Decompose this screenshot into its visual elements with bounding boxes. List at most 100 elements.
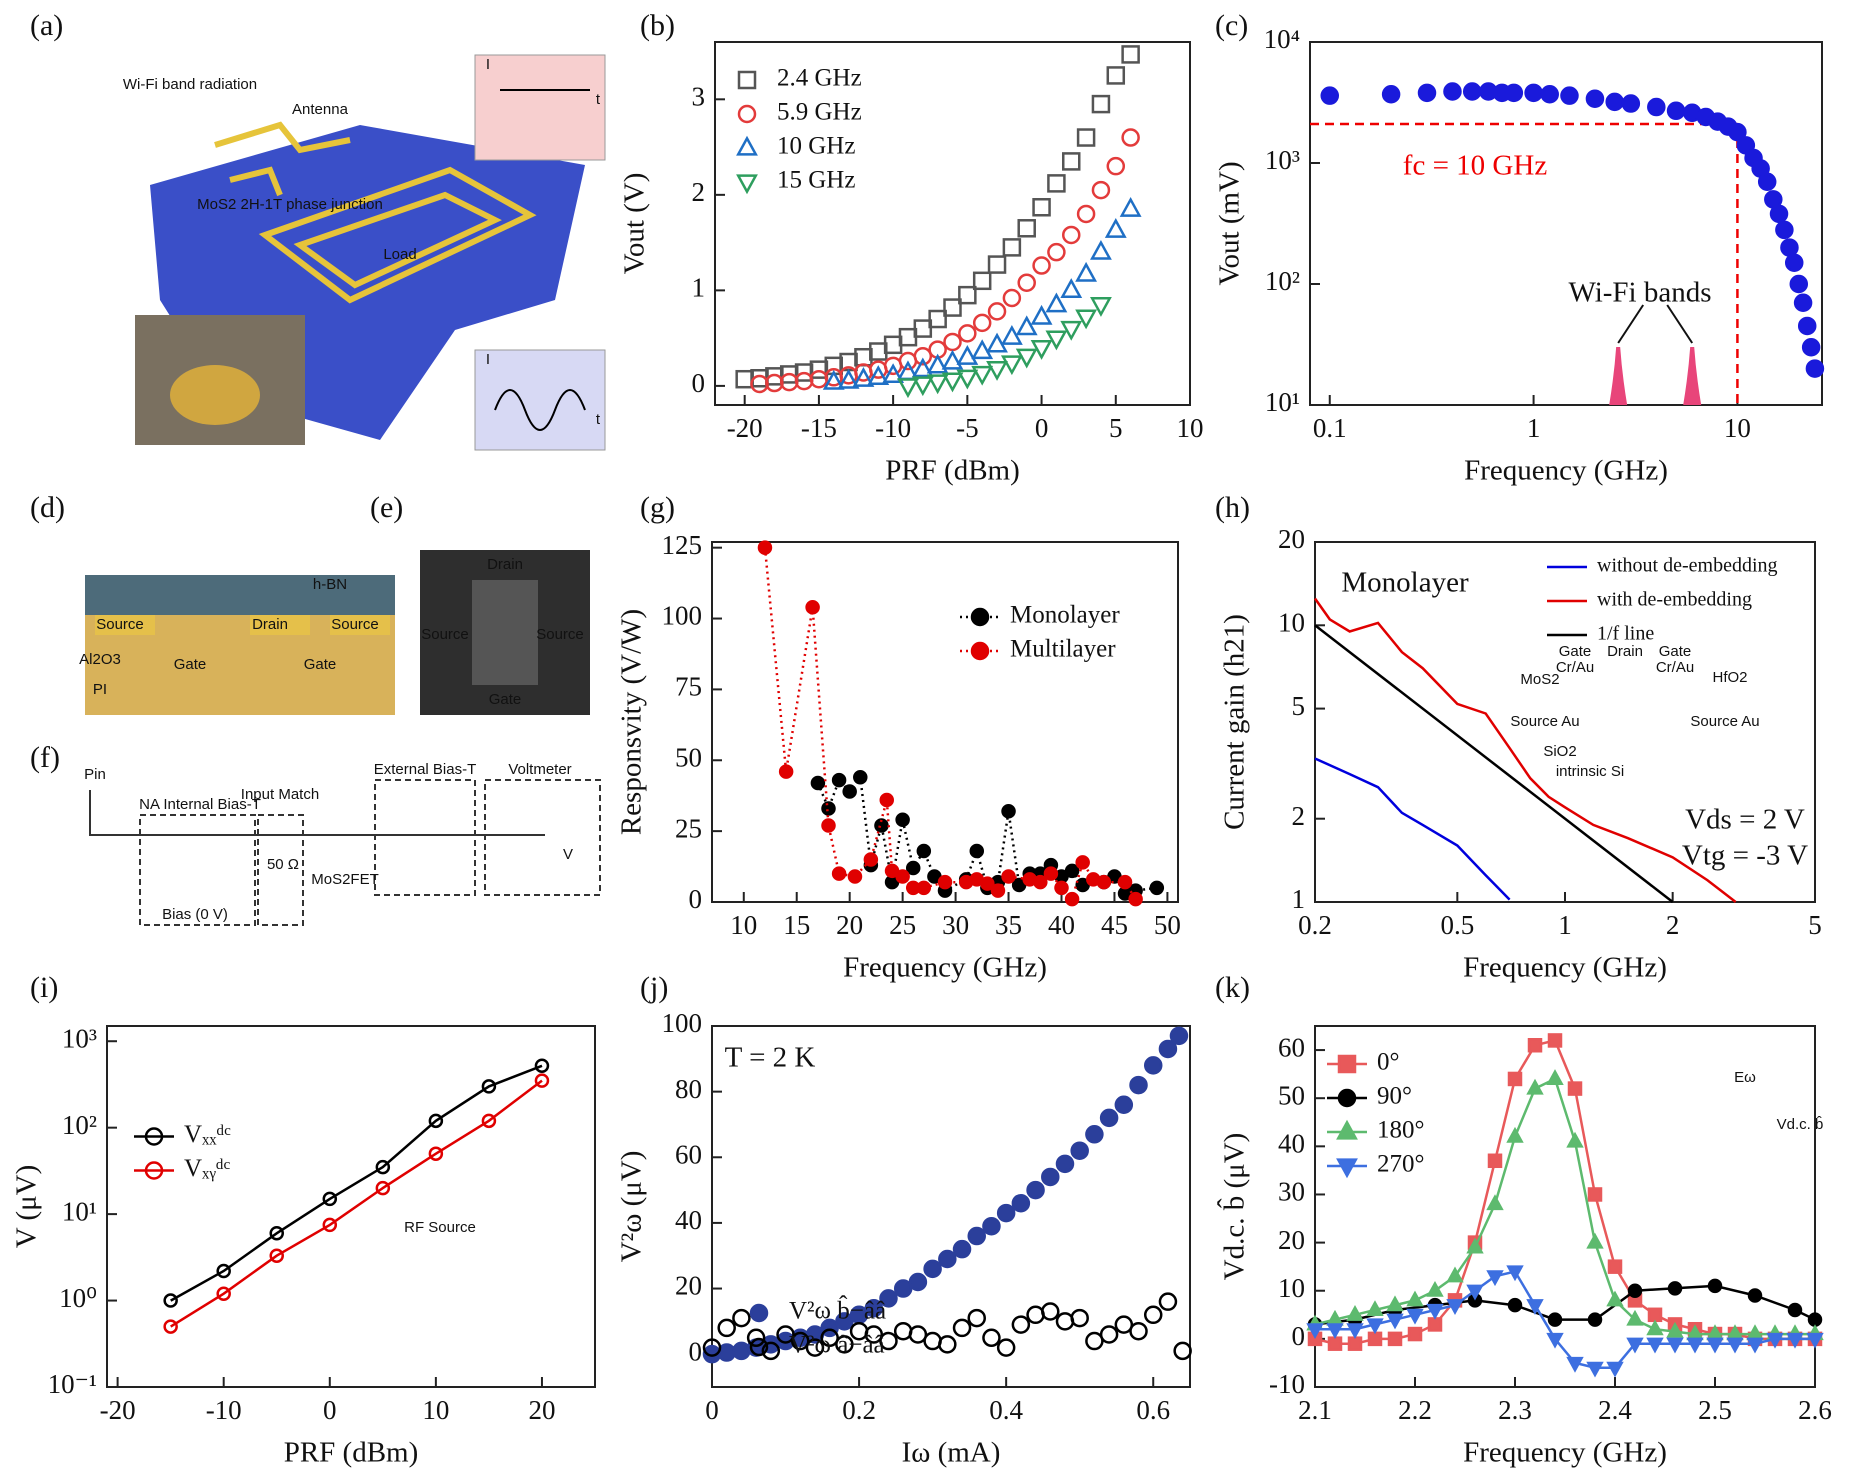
diagram-label: Wi-Fi band radiation	[123, 76, 257, 93]
data-point	[1646, 1319, 1664, 1336]
data-point	[1626, 1337, 1644, 1354]
data-point	[913, 347, 933, 366]
y-tick-label: 10	[1278, 607, 1305, 637]
legend-label: Multilayer	[1010, 636, 1116, 663]
data-point	[1114, 1095, 1134, 1115]
data-point	[938, 1249, 957, 1269]
data-point	[1017, 219, 1036, 238]
data-point	[269, 1248, 284, 1263]
series-line	[763, 547, 1137, 902]
y-tick-label: 10³	[1265, 145, 1300, 175]
data-point	[1686, 1337, 1704, 1354]
y-tick-label: 60	[675, 1139, 702, 1169]
x-tick-label: 0.1	[1313, 413, 1347, 443]
data-point	[1326, 1323, 1344, 1340]
data-point	[1407, 1326, 1423, 1342]
data-point	[969, 843, 985, 859]
y-tick-label: 5	[1292, 691, 1306, 721]
data-point	[958, 285, 977, 305]
data-point	[778, 764, 794, 779]
data-point	[717, 1318, 736, 1338]
annotation: T = 2 K	[725, 1042, 816, 1074]
x-tick-label: 2.1	[1298, 1395, 1332, 1425]
data-point	[1506, 1126, 1524, 1143]
x-tick-label: -20	[727, 413, 763, 443]
data-point	[1443, 82, 1462, 101]
data-point	[1805, 359, 1825, 378]
x-tick-label: 10	[730, 910, 757, 940]
x-axis-label: Frequency (GHz)	[1463, 952, 1667, 984]
data-point	[1085, 1331, 1104, 1351]
data-point	[821, 801, 836, 816]
data-point	[971, 339, 994, 360]
data-point	[1055, 1312, 1075, 1331]
data-point	[842, 784, 857, 799]
data-point	[852, 367, 875, 387]
data-point	[1064, 891, 1080, 907]
y-tick-label: 10²	[1265, 266, 1300, 296]
data-point	[1107, 869, 1122, 884]
data-point	[1446, 1266, 1464, 1283]
data-point	[1015, 315, 1038, 336]
x-tick-label: 0.2	[1298, 910, 1332, 940]
data-point	[1169, 1026, 1189, 1046]
data-point	[956, 345, 979, 365]
plot-frame	[711, 541, 1179, 903]
legend-label: 5.9 GHz	[777, 99, 862, 126]
data-point	[956, 369, 979, 390]
data-point	[1627, 1283, 1643, 1298]
x-tick-label: 2.6	[1798, 1395, 1832, 1425]
data-point	[1002, 238, 1022, 257]
data-point	[926, 353, 949, 374]
data-point	[1487, 1153, 1503, 1169]
data-point	[1075, 261, 1098, 282]
data-point	[1366, 1300, 1384, 1317]
data-point	[895, 869, 910, 884]
data-point	[1090, 297, 1112, 317]
data-point	[1585, 89, 1605, 108]
data-point	[1000, 355, 1023, 376]
data-point	[1526, 1078, 1544, 1095]
panel-label: (a)	[30, 9, 63, 42]
data-point	[897, 378, 919, 399]
y-axis-label: Vd.c. b̂ (μV)	[1216, 1133, 1251, 1281]
data-point	[1546, 1069, 1564, 1085]
diagram-label: t	[596, 411, 601, 428]
data-point	[1426, 1303, 1444, 1320]
y-tick-label: 40	[1278, 1129, 1305, 1159]
data-point	[1070, 1308, 1089, 1328]
data-point	[952, 1318, 972, 1338]
data-point	[884, 863, 900, 879]
data-point	[882, 363, 905, 384]
inset-wave	[494, 389, 586, 431]
data-point	[1129, 1321, 1148, 1341]
x-tick-label: 2	[1666, 910, 1680, 940]
diagram-label: NA Internal Bias-T	[139, 796, 261, 813]
data-point	[1011, 1193, 1031, 1213]
data-point	[269, 1226, 284, 1241]
data-point	[1158, 1039, 1178, 1059]
inset-label: Source Au	[1690, 713, 1759, 730]
data-point	[972, 271, 992, 291]
annotation: Wi-Fi bands	[1568, 277, 1711, 309]
inset-label: HfO2	[1712, 669, 1747, 686]
data-point	[926, 374, 949, 395]
data-point	[1466, 1284, 1484, 1301]
panel-label: (k)	[1215, 971, 1250, 1004]
data-point	[1117, 874, 1133, 890]
data-point	[1121, 128, 1140, 147]
data-point	[1587, 1312, 1603, 1327]
y-tick-label: 75	[675, 672, 702, 702]
data-point	[1527, 1038, 1543, 1053]
series-line	[1314, 757, 1511, 901]
legend-label: 1/f line	[1597, 623, 1654, 645]
diagram-label: Gate	[174, 656, 207, 673]
data-point	[821, 818, 836, 833]
data-point	[923, 1331, 942, 1351]
data-point	[1606, 1361, 1624, 1378]
panel-label: (c)	[1215, 9, 1248, 42]
data-point	[1806, 1332, 1824, 1349]
panel-label: (h)	[1215, 491, 1250, 524]
